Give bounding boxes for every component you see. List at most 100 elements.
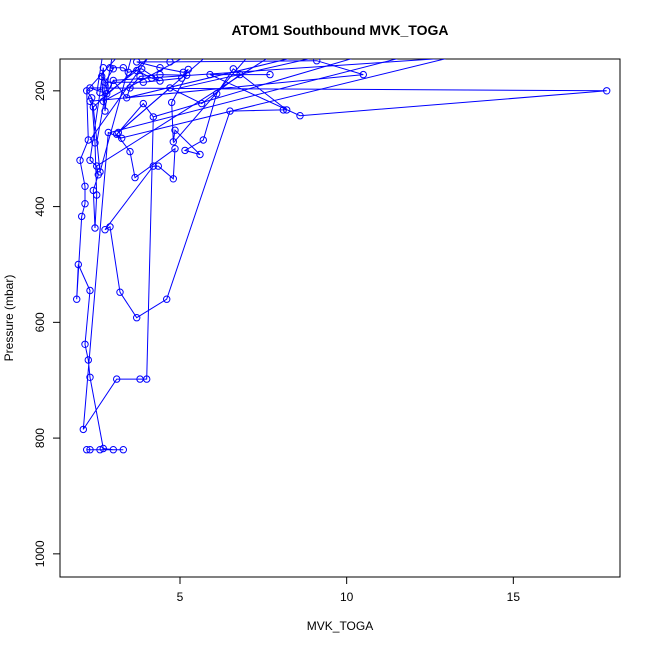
data-point xyxy=(359,70,367,79)
data-point xyxy=(126,147,134,156)
data-point xyxy=(279,106,287,114)
data-point xyxy=(119,446,128,454)
data-point xyxy=(133,59,141,66)
series-segment xyxy=(172,59,247,144)
data-point xyxy=(104,128,113,137)
data-point xyxy=(119,64,128,72)
data-point xyxy=(88,94,96,102)
data-point xyxy=(133,314,141,322)
x-tick-label: 15 xyxy=(507,590,521,604)
data-point xyxy=(79,425,88,434)
y-tick-label: 600 xyxy=(33,312,47,332)
data-point xyxy=(199,136,208,144)
data-point xyxy=(181,146,189,155)
data-point xyxy=(149,162,158,170)
data-point xyxy=(143,375,151,383)
data-point xyxy=(101,107,109,115)
data-point xyxy=(166,84,174,92)
data-point xyxy=(99,97,108,106)
data-series xyxy=(73,59,611,454)
data-point xyxy=(86,446,94,454)
data-point xyxy=(171,145,179,153)
y-axis: 200 400 600 800 1000 xyxy=(33,81,60,567)
data-point xyxy=(86,286,94,295)
data-point xyxy=(78,212,86,221)
data-point xyxy=(126,84,134,92)
data-point xyxy=(169,138,178,146)
data-point xyxy=(86,84,94,92)
data-point xyxy=(106,223,114,231)
x-axis: 5 10 15 xyxy=(177,577,521,604)
plot-frame xyxy=(59,58,621,578)
data-point xyxy=(91,139,99,147)
data-point xyxy=(86,97,94,106)
data-point xyxy=(163,295,171,303)
data-point xyxy=(213,90,221,98)
data-point xyxy=(83,446,91,454)
data-point xyxy=(84,136,93,144)
data-point xyxy=(139,78,148,86)
data-point xyxy=(81,200,89,208)
data-point xyxy=(113,130,121,138)
data-point xyxy=(154,162,163,170)
data-point xyxy=(196,150,204,159)
data-point xyxy=(226,107,234,115)
data-point xyxy=(139,99,148,108)
data-point xyxy=(184,65,193,74)
x-tick-label: 10 xyxy=(340,590,354,604)
data-point xyxy=(99,444,108,453)
data-point xyxy=(113,375,121,383)
data-point xyxy=(89,186,98,195)
data-point xyxy=(81,340,89,348)
y-tick-label: 800 xyxy=(33,428,47,448)
data-point xyxy=(91,224,99,232)
data-point xyxy=(109,76,118,85)
data-point xyxy=(168,98,176,107)
data-point xyxy=(138,65,146,73)
data-point xyxy=(206,70,214,79)
data-point xyxy=(124,68,133,77)
data-point xyxy=(76,156,84,165)
data-point xyxy=(166,59,174,66)
series-segment xyxy=(119,59,447,139)
series-segment xyxy=(109,59,399,133)
data-point xyxy=(98,72,106,81)
data-point xyxy=(73,295,81,303)
series-line xyxy=(76,60,607,451)
data-point xyxy=(149,113,158,121)
data-point xyxy=(136,72,144,81)
data-point xyxy=(86,156,94,165)
data-point xyxy=(74,260,83,269)
data-point xyxy=(156,77,164,85)
data-point xyxy=(131,173,139,182)
data-point xyxy=(104,81,113,89)
series-segment xyxy=(126,59,290,99)
data-point xyxy=(89,103,98,111)
y-axis-label: Pressure (mbar) xyxy=(2,275,16,362)
data-point xyxy=(96,88,104,97)
data-point xyxy=(81,182,89,191)
data-point xyxy=(148,74,156,82)
series-segment xyxy=(179,59,311,89)
data-point xyxy=(229,65,238,73)
data-point xyxy=(114,128,123,137)
data-point xyxy=(236,70,244,79)
data-point xyxy=(96,168,104,176)
series-segment xyxy=(113,59,442,81)
data-point xyxy=(84,356,93,364)
series-segment xyxy=(96,59,268,167)
series-segment xyxy=(96,59,103,94)
data-point xyxy=(86,373,94,381)
data-point xyxy=(123,94,131,102)
data-point xyxy=(313,59,321,65)
data-point xyxy=(106,64,114,72)
data-point xyxy=(116,288,124,296)
plot-area xyxy=(73,59,611,454)
data-point xyxy=(603,87,611,95)
data-point xyxy=(296,112,304,120)
data-point xyxy=(169,175,178,183)
data-point xyxy=(198,99,206,108)
x-axis-label: MVK_TOGA xyxy=(307,619,373,633)
chart-title: ATOM1 Southbound MVK_TOGA xyxy=(232,22,449,38)
